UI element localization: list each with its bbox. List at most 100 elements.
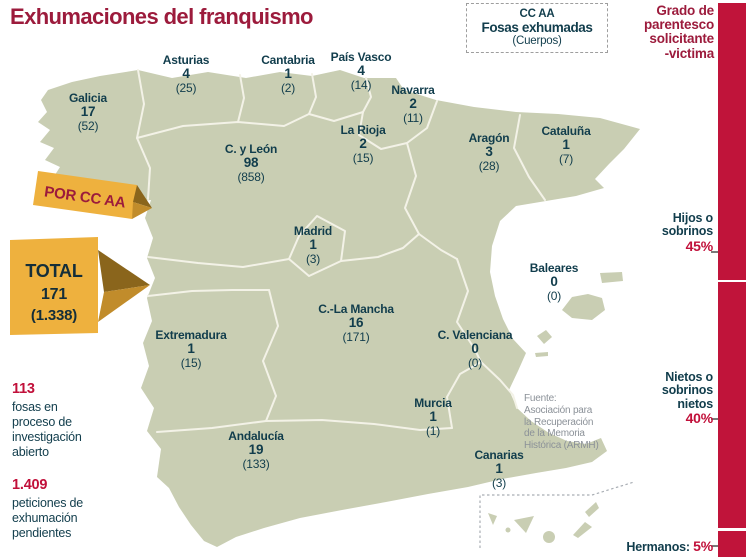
region-fosas-value: 2 [359,136,367,152]
region-bodies-count: (28) [478,159,500,174]
region-label: Andalucía 19 (133) [228,429,284,472]
region-bodies-count: (14) [350,78,372,93]
total-bodies-count: (1.338) [31,307,77,324]
region-name: Madrid [293,224,333,238]
spain-peninsula [38,70,640,547]
kinship-item-nietos: Nietos o sobrinos nietos 40% [661,370,714,427]
region-label: Asturias 4 (25) [162,53,210,96]
region-name: Murcia [414,396,452,410]
region-label: Galicia 17 (52) [69,91,107,134]
region-fosas-value: 4 [182,66,190,82]
region-fosas-value: 1 [284,66,292,82]
region-bodies-count: (15) [352,151,374,166]
total-banner: TOTAL 171 (1.338) [10,237,150,335]
region-fosas-value: 4 [357,63,365,79]
region-name: Cataluña [541,124,591,138]
stat-value: 113 [12,381,35,397]
region-borders [136,69,546,433]
region-name: Extremadura [155,328,227,342]
region-fosas-value: 1 [187,341,195,357]
region-name: C. y León [224,142,278,156]
region-bodies-count: (0) [467,356,483,371]
region-label: Aragón 3 (28) [468,131,510,174]
region-fosas-value: 98 [243,155,259,171]
region-name: La Rioja [340,123,386,137]
region-label: Murcia 1 (1) [414,396,452,439]
region-bodies-count: (1) [425,424,441,439]
stat-pending-petitions: 1.409 peticiones de exhumación pendiente… [12,477,122,541]
region-name: Cantabria [261,53,315,67]
kinship-header: Grado de parentesco solicitante -victima [643,3,714,61]
region-label: C. Valenciana 0 (0) [437,328,513,371]
region-name: C. Valenciana [437,328,513,342]
canary-islands [488,502,599,543]
bar-segment-nietos [718,282,746,528]
region-bodies-count: (171) [342,330,370,345]
region-name: Asturias [162,53,210,67]
region-name: Aragón [468,131,510,145]
region-name: C.-La Mancha [318,302,394,316]
bar-segment-hijos [718,3,746,280]
region-fosas-value: 16 [348,315,364,331]
region-bodies-count: (3) [491,476,507,491]
region-label: Baleares 0 (0) [529,261,579,304]
region-fosas-value: 19 [248,442,264,458]
pct-hermanos: 5% [693,538,713,554]
bar-segment-hermanos [718,531,746,557]
region-name: Canarias [474,448,524,462]
legend-line-ccaa: CC AA [519,8,555,20]
stat-open-investigations: 113 fosas en proceso de investigación ab… [12,381,122,461]
region-label: La Rioja 2 (15) [340,123,386,166]
region-label: Cataluña 1 (7) [541,124,591,167]
region-bodies-count: (2) [280,81,296,96]
region-bodies-count: (858) [237,170,265,185]
region-label: Cantabria 1 (2) [261,53,315,96]
region-label: Navarra 2 (11) [391,83,435,126]
region-bodies-count: (0) [546,289,562,304]
region-bodies-count: (7) [558,152,574,167]
region-bodies-count: (52) [77,119,99,134]
region-name: Navarra [391,83,435,97]
region-label: Madrid 1 (3) [293,224,333,267]
region-fosas-value: 0 [550,274,558,290]
canary-dashed-box [479,481,635,548]
region-fosas-value: 2 [409,96,417,112]
stat-value: 1.409 [12,477,48,493]
balearic-islands [535,272,623,357]
pct-nietos: 40% [685,410,714,427]
legend-line-fosas: Fosas exhumadas [481,20,593,35]
region-bodies-count: (11) [403,111,423,126]
region-fosas-value: 17 [80,104,96,120]
region-fosas-value: 3 [485,144,493,160]
region-label: País Vasco 4 (14) [330,50,392,93]
region-bodies-count: (3) [305,252,321,267]
region-name: Baleares [529,261,579,275]
pct-hijos: 45% [685,237,714,254]
region-label: C. y León 98 (858) [224,142,278,185]
kinship-item-hijos: Hijos o sobrinos 45% [661,211,714,254]
region-label: C.-La Mancha 16 (171) [318,302,394,345]
region-name: País Vasco [330,50,392,64]
region-fosas-value: 0 [471,341,479,357]
legend-line-cuerpos: (Cuerpos) [512,35,562,47]
region-label: Extremadura 1 (15) [155,328,227,371]
total-label: TOTAL [25,261,83,281]
region-fosas-value: 1 [429,409,437,425]
madrid-border [288,215,346,277]
region-name: Andalucía [228,429,284,443]
region-name: Galicia [69,91,107,105]
region-fosas-value: 1 [562,137,570,153]
region-fosas-value: 1 [309,237,317,253]
region-bodies-count: (15) [180,356,202,371]
source-note: Fuente: Asociación para la Recuperación … [524,393,599,452]
total-value: 171 [41,286,67,303]
region-bodies-count: (133) [242,457,270,472]
kinship-item-hermanos: Hermanos: 5% [626,538,713,554]
region-bodies-count: (25) [175,81,197,96]
por-ccaa-banner: POR CC AA [33,171,152,219]
page-title: Exhumaciones del franquismo [10,4,313,29]
legend-box: CC AA Fosas exhumadas (Cuerpos) [466,3,608,53]
region-label: Canarias 1 (3) [474,448,524,491]
